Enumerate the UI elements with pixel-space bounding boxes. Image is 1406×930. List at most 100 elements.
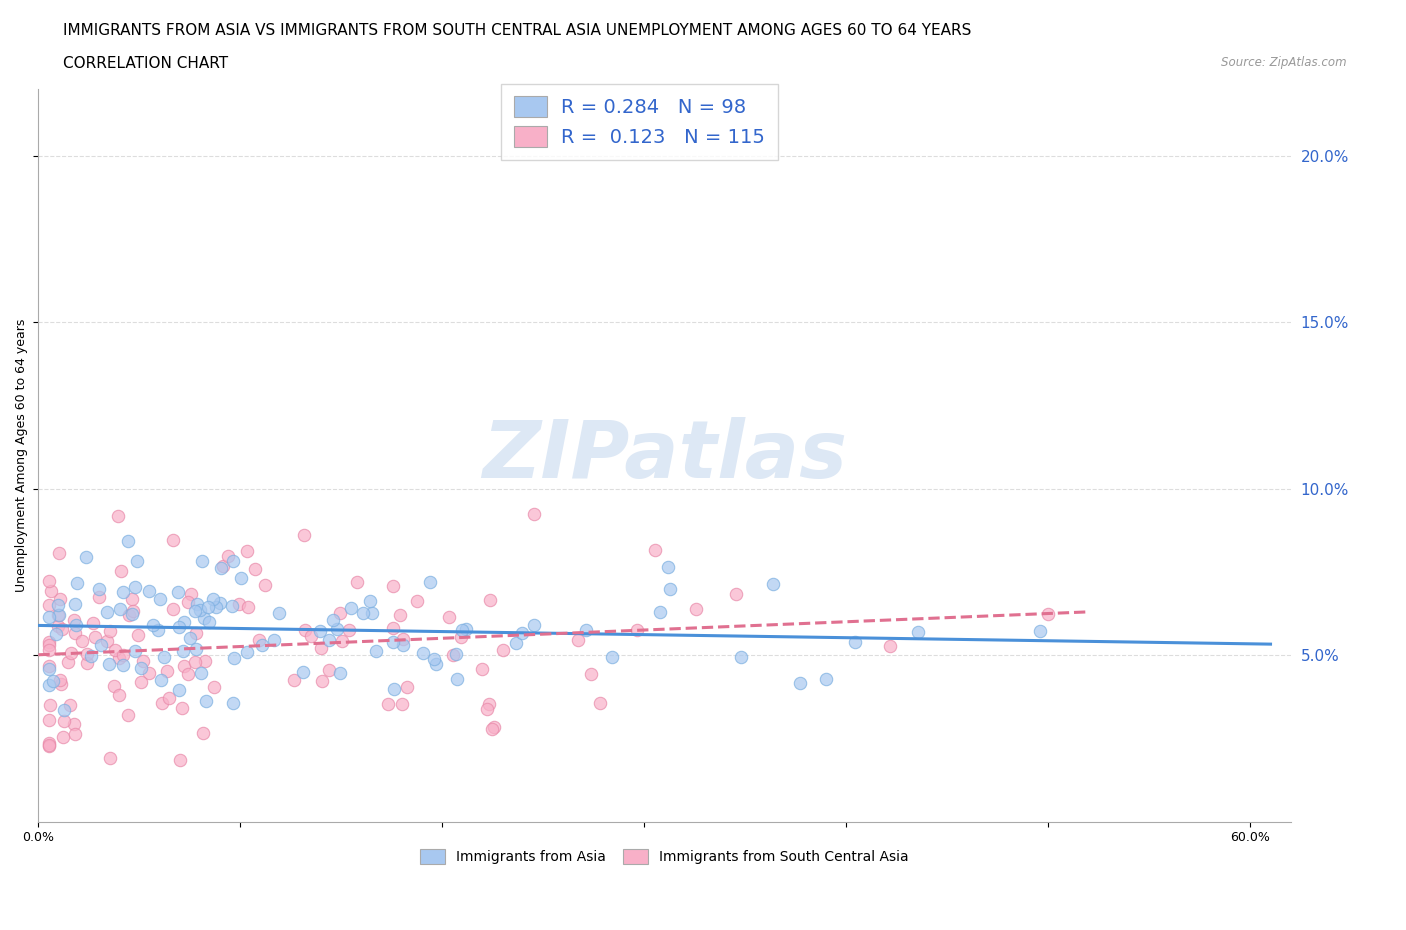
Point — [62, 716, 84, 731]
Point — [110, 602, 132, 617]
Point — [49, 673, 72, 688]
Point — [121, 607, 143, 622]
Point — [478, 592, 501, 607]
Point — [190, 554, 212, 569]
Point — [110, 564, 132, 578]
Point — [65, 596, 87, 611]
Point — [48, 546, 70, 561]
Point — [142, 618, 165, 632]
Point — [87, 581, 110, 596]
Point — [38, 662, 60, 677]
Point — [38, 736, 60, 751]
Point — [188, 603, 211, 618]
Point — [1029, 623, 1052, 638]
Point — [291, 664, 314, 679]
Point — [228, 597, 250, 612]
Point — [138, 584, 160, 599]
Point — [76, 646, 98, 661]
Point — [202, 591, 225, 606]
Point — [396, 680, 419, 695]
Point — [311, 673, 333, 688]
Point — [308, 624, 330, 639]
Point — [217, 549, 239, 564]
Point — [38, 658, 60, 673]
Point — [179, 631, 201, 645]
Point — [84, 630, 107, 644]
Point — [437, 609, 460, 624]
Point — [1038, 606, 1060, 621]
Point — [269, 605, 291, 620]
Point — [60, 646, 83, 661]
Point — [167, 619, 190, 634]
Point — [388, 607, 411, 622]
Point — [391, 697, 413, 711]
Point — [124, 644, 146, 658]
Point — [406, 593, 429, 608]
Point — [450, 630, 472, 644]
Point — [38, 643, 60, 658]
Point — [247, 632, 270, 647]
Point — [450, 622, 472, 637]
Point — [129, 675, 152, 690]
Point — [352, 605, 374, 620]
Point — [523, 618, 546, 632]
Point — [45, 627, 67, 642]
Point — [322, 613, 344, 628]
Point — [197, 600, 219, 615]
Point — [150, 696, 173, 711]
Point — [127, 553, 149, 568]
Point — [127, 627, 149, 642]
Point — [236, 644, 259, 659]
Point — [63, 727, 86, 742]
Point — [575, 622, 598, 637]
Point — [39, 584, 62, 599]
Point — [169, 752, 191, 767]
Point — [38, 712, 60, 727]
Point — [162, 532, 184, 547]
Point — [46, 618, 69, 633]
Point — [377, 697, 399, 711]
Point — [104, 643, 127, 658]
Point — [222, 650, 245, 665]
Point — [419, 575, 441, 590]
Point — [38, 737, 60, 752]
Point — [844, 635, 866, 650]
Point — [39, 698, 62, 712]
Point — [425, 657, 447, 671]
Point — [283, 672, 305, 687]
Point — [423, 652, 446, 667]
Point — [330, 633, 353, 648]
Point — [579, 667, 602, 682]
Point — [337, 623, 360, 638]
Point — [221, 599, 243, 614]
Point — [121, 591, 143, 606]
Point — [153, 650, 176, 665]
Point — [510, 626, 533, 641]
Point — [505, 635, 527, 650]
Point — [650, 605, 672, 620]
Point — [211, 559, 233, 574]
Point — [382, 682, 405, 697]
Point — [186, 642, 208, 657]
Point — [484, 720, 506, 735]
Point — [96, 633, 118, 648]
Point — [730, 650, 752, 665]
Point — [789, 676, 811, 691]
Point — [222, 553, 245, 568]
Text: Source: ZipAtlas.com: Source: ZipAtlas.com — [1222, 56, 1347, 69]
Point — [52, 702, 75, 717]
Point — [879, 639, 901, 654]
Point — [112, 585, 135, 600]
Point — [326, 621, 349, 636]
Point — [117, 708, 139, 723]
Point — [209, 595, 232, 610]
Point — [38, 598, 60, 613]
Point — [253, 578, 276, 592]
Point — [96, 604, 118, 619]
Point — [180, 586, 202, 601]
Point — [382, 578, 405, 593]
Point — [600, 650, 623, 665]
Point — [98, 751, 121, 765]
Point — [97, 657, 120, 671]
Point — [49, 676, 72, 691]
